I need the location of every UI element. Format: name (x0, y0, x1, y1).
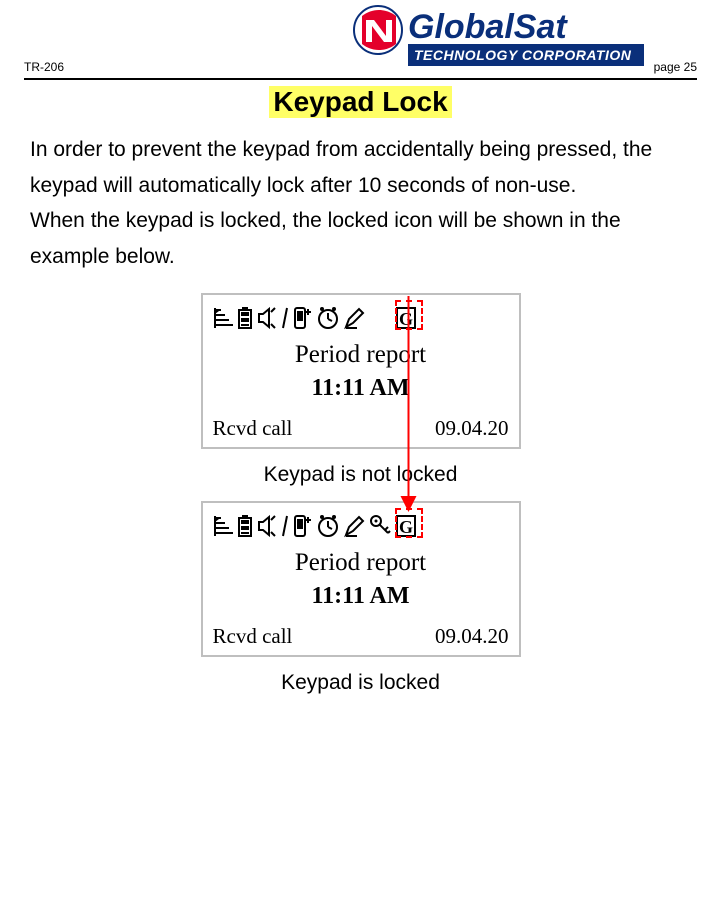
status-bar: G (213, 303, 509, 333)
highlight-box-unlocked (395, 300, 423, 330)
slash-icon (281, 514, 289, 538)
key-icon (369, 514, 391, 538)
bottom-row: Rcvd call 09.04.20 (213, 416, 509, 441)
phone-plus-icon (293, 306, 313, 330)
page-number: page 25 (654, 60, 697, 74)
phone-plus-icon (293, 514, 313, 538)
signal-icon (213, 514, 233, 538)
highlight-box-locked (395, 508, 423, 538)
page-title: Keypad Lock (269, 86, 451, 118)
body-paragraphs: In order to prevent the keypad from acci… (30, 132, 691, 275)
title-wrap: Keypad Lock (0, 86, 721, 118)
svg-text:TECHNOLOGY CORPORATION: TECHNOLOGY CORPORATION (414, 47, 632, 63)
doc-code: TR-206 (24, 60, 64, 74)
clock-icon (317, 514, 339, 538)
battery-icon (237, 306, 253, 330)
clock-icon (317, 306, 339, 330)
rcvd-label: Rcvd call (213, 624, 293, 649)
globalsat-logo: GlobalSat TECHNOLOGY CORPORATION (352, 4, 647, 74)
time-text: 11:11 AM (213, 375, 509, 402)
figures-area: G Period report 11:11 AM Rcvd call 09.04… (0, 293, 721, 695)
slash-icon (281, 306, 289, 330)
speaker-icon (257, 306, 277, 330)
rcvd-label: Rcvd call (213, 416, 293, 441)
status-bar: G (213, 511, 509, 541)
period-text: Period report (213, 341, 509, 369)
paragraph-1: In order to prevent the keypad from acci… (30, 132, 691, 203)
pencil-icon (343, 514, 365, 538)
pencil-icon (343, 306, 365, 330)
time-text: 11:11 AM (213, 583, 509, 610)
speaker-icon (257, 514, 277, 538)
device-screen-locked: G Period report 11:11 AM Rcvd call 09.04… (201, 501, 521, 657)
device-screen-unlocked: G Period report 11:11 AM Rcvd call 09.04… (201, 293, 521, 449)
page-header: TR-206 page 25 GlobalSat TECHNOLOGY CORP… (24, 0, 697, 80)
bottom-row: Rcvd call 09.04.20 (213, 624, 509, 649)
battery-icon (237, 514, 253, 538)
key-icon-slot (369, 306, 391, 330)
caption-unlocked: Keypad is not locked (0, 463, 721, 487)
date-label: 09.04.20 (435, 416, 509, 441)
caption-locked: Keypad is locked (0, 671, 721, 695)
period-text: Period report (213, 549, 509, 577)
signal-icon (213, 306, 233, 330)
date-label: 09.04.20 (435, 624, 509, 649)
svg-text:GlobalSat: GlobalSat (408, 8, 568, 46)
paragraph-2: When the keypad is locked, the locked ic… (30, 203, 691, 274)
